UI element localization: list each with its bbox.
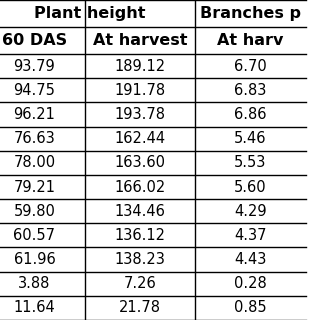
Text: 6.70: 6.70	[234, 59, 267, 74]
Text: At harvest: At harvest	[93, 33, 187, 48]
Text: 7.26: 7.26	[124, 276, 156, 291]
Text: 79.21: 79.21	[13, 180, 55, 195]
Text: 189.12: 189.12	[115, 59, 165, 74]
Text: 193.78: 193.78	[115, 107, 165, 122]
Text: 94.75: 94.75	[13, 83, 55, 98]
Text: 93.79: 93.79	[13, 59, 55, 74]
Text: 78.00: 78.00	[13, 156, 55, 171]
Text: 162.44: 162.44	[115, 131, 165, 146]
Text: 134.46: 134.46	[115, 204, 165, 219]
Text: 4.29: 4.29	[234, 204, 267, 219]
Text: 11.64: 11.64	[13, 300, 55, 316]
Text: 96.21: 96.21	[13, 107, 55, 122]
Text: 5.60: 5.60	[234, 180, 267, 195]
Text: 5.53: 5.53	[234, 156, 267, 171]
Text: 166.02: 166.02	[114, 180, 166, 195]
Text: 61.96: 61.96	[13, 252, 55, 267]
Text: At harv: At harv	[217, 33, 284, 48]
Text: Branches p: Branches p	[200, 6, 301, 21]
Text: Plant height: Plant height	[34, 6, 145, 21]
Text: 6.86: 6.86	[234, 107, 267, 122]
Text: 138.23: 138.23	[115, 252, 165, 267]
Text: 59.80: 59.80	[13, 204, 55, 219]
Text: 76.63: 76.63	[13, 131, 55, 146]
Text: 136.12: 136.12	[115, 228, 165, 243]
Text: 60.57: 60.57	[13, 228, 55, 243]
Text: 4.37: 4.37	[234, 228, 267, 243]
Text: 5.46: 5.46	[234, 131, 267, 146]
Text: 4.43: 4.43	[234, 252, 267, 267]
Text: 60 DAS: 60 DAS	[2, 33, 67, 48]
Text: 21.78: 21.78	[119, 300, 161, 316]
Text: 191.78: 191.78	[115, 83, 165, 98]
Text: 3.88: 3.88	[18, 276, 51, 291]
Text: 0.85: 0.85	[234, 300, 267, 316]
Text: 163.60: 163.60	[115, 156, 165, 171]
Text: 0.28: 0.28	[234, 276, 267, 291]
Text: 6.83: 6.83	[234, 83, 267, 98]
